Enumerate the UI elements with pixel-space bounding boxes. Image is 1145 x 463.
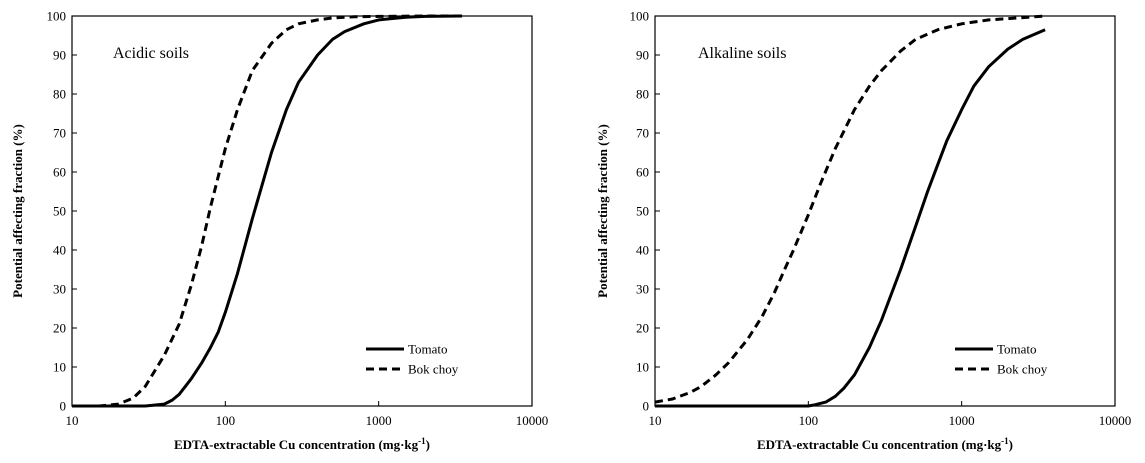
y-tick-label: 50	[636, 204, 649, 219]
y-tick-label: 80	[53, 87, 66, 102]
y-tick-label: 40	[53, 243, 66, 258]
y-tick-label: 20	[53, 321, 66, 336]
series-line-bok-choy	[72, 14, 463, 408]
x-tick-label: 10	[66, 413, 79, 428]
y-tick-label: 50	[53, 204, 66, 219]
x-tick-label: 1000	[949, 413, 975, 428]
y-tick-label: 0	[643, 399, 650, 414]
y-tick-label: 90	[53, 48, 66, 63]
x-axis-title-superscript: -1	[1001, 436, 1009, 446]
x-axis-title-superscript: -1	[418, 436, 426, 446]
legend-label: Bok choy	[408, 362, 459, 377]
x-tick-label: 10000	[1099, 413, 1132, 428]
plot-frame	[654, 15, 1116, 407]
series-line-tomato	[655, 28, 1046, 408]
plot-frame	[71, 15, 533, 407]
y-tick-label: 70	[636, 126, 649, 141]
series-line-tomato	[72, 14, 463, 408]
legend-label: Tomato	[997, 342, 1037, 357]
series-line-bok-choy	[654, 14, 1046, 404]
y-tick-label: 40	[636, 243, 649, 258]
y-tick-label: 30	[53, 282, 66, 297]
y-tick-label: 60	[53, 165, 66, 180]
x-tick-label: 100	[799, 413, 819, 428]
y-tick-label: 90	[636, 48, 649, 63]
x-tick-label: 10	[649, 413, 662, 428]
x-axis-title: EDTA-extractable Cu concentration (mg·kg…	[757, 436, 1013, 452]
legend-label: Bok choy	[997, 362, 1048, 377]
x-axis-title-main: EDTA-extractable Cu concentration (mg·kg	[757, 437, 1002, 452]
y-tick-label: 100	[630, 9, 650, 24]
panel-label: Acidic soils	[113, 45, 189, 62]
y-tick-label: 20	[636, 321, 649, 336]
y-tick-label: 80	[636, 87, 649, 102]
y-tick-label: 10	[636, 360, 649, 375]
x-tick-label: 1000	[366, 413, 392, 428]
y-tick-label: 30	[636, 282, 649, 297]
x-axis-title-end: )	[1009, 437, 1013, 452]
x-axis-title-main: EDTA-extractable Cu concentration (mg·kg	[174, 437, 419, 452]
x-axis-title: EDTA-extractable Cu concentration (mg·kg…	[174, 436, 430, 452]
x-axis-title-end: )	[426, 437, 430, 452]
y-tick-label: 0	[60, 399, 67, 414]
y-axis-title: Potential affecting fraction (%)	[10, 124, 25, 298]
y-tick-label: 70	[53, 126, 66, 141]
panel-label: Alkaline soils	[698, 45, 786, 62]
y-tick-label: 60	[636, 165, 649, 180]
legend-label: Tomato	[408, 342, 448, 357]
y-tick-label: 100	[47, 9, 67, 24]
y-axis-title: Potential affecting fraction (%)	[595, 124, 610, 298]
x-tick-label: 100	[216, 413, 236, 428]
x-tick-label: 10000	[516, 413, 549, 428]
y-tick-label: 10	[53, 360, 66, 375]
